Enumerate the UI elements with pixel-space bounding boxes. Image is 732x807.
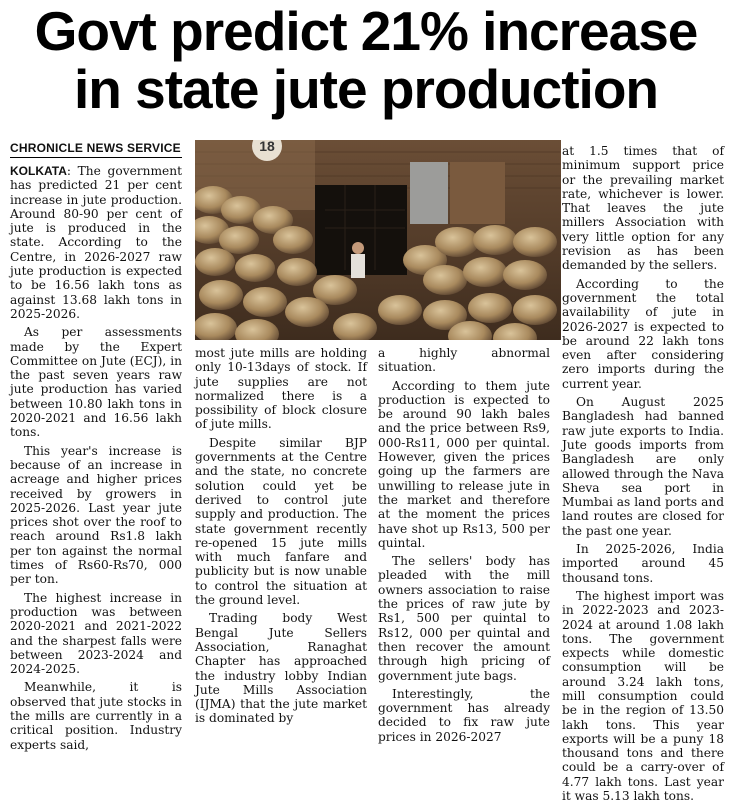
worker-figure <box>351 242 365 278</box>
article-column-2: most jute mills are holding only 10-13da… <box>195 346 367 730</box>
col3-paragraph-3: The sellers' body has pleaded with the m… <box>378 554 550 683</box>
col1-paragraph-1: : The government has predicted 21 per ce… <box>10 164 182 321</box>
col1-paragraph-2: As per assessments made by the Expert Co… <box>10 325 182 440</box>
headline-line-1: Govt predict 21% increase <box>34 0 699 62</box>
col3-paragraph-1: a highly abnormal situation. <box>378 346 550 375</box>
jute-warehouse-photo: 18 <box>195 140 561 340</box>
article-column-3: a highly abnormal situation. According t… <box>378 346 550 748</box>
col1-paragraph-4: The highest increase in production was b… <box>10 590 182 677</box>
col3-paragraph-2: According to them jute production is exp… <box>378 378 550 550</box>
article-column-4: at 1.5 times that of minimum support pri… <box>562 144 724 807</box>
col4-paragraph-2: According to the government the total av… <box>562 276 724 391</box>
col4-paragraph-3: On August 2025 Bangladesh had banned raw… <box>562 395 724 538</box>
col4-paragraph-5: The highest import was in 2022-2023 and … <box>562 588 724 804</box>
col1-paragraph-3: This year's increase is because of an in… <box>10 443 182 587</box>
col4-paragraph-4: In 2025-2026, India imported around 45 t… <box>562 542 724 585</box>
wall-sign <box>252 140 282 161</box>
col2-paragraph-1: most jute mills are holding only 10-13da… <box>195 346 367 432</box>
col4-paragraph-1: at 1.5 times that of minimum support pri… <box>562 144 724 273</box>
wall-sign-number: 18 <box>259 140 275 154</box>
col2-paragraph-3: Trading body West Bengal Jute Sellers As… <box>195 611 367 726</box>
headline: Govt predict 21% increase in state jute … <box>0 2 732 118</box>
dateline: KOLKATA <box>10 164 67 178</box>
col2-paragraph-2: Despite similar BJP governments at the C… <box>195 435 367 608</box>
headline-line-2: in state jute production <box>73 58 659 120</box>
jute-bundles <box>195 186 557 340</box>
article-column-1: KOLKATA: The government has predicted 21… <box>10 164 182 756</box>
col1-paragraph-5: Meanwhile, it is observed that jute stoc… <box>10 680 182 752</box>
photo-illustration: 18 <box>195 140 561 340</box>
shutter <box>410 162 448 224</box>
byline: CHRONICLE NEWS SERVICE <box>10 141 182 158</box>
col3-paragraph-4: Interestingly, the government has alread… <box>378 686 550 744</box>
